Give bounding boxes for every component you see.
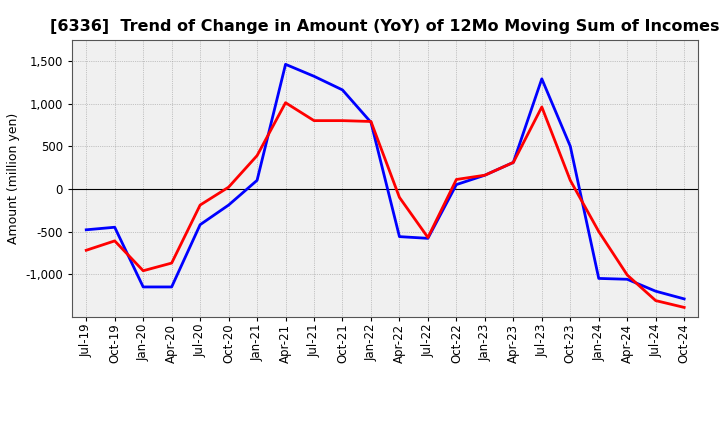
Ordinary Income bbox=[338, 87, 347, 92]
Net Income bbox=[395, 195, 404, 200]
Ordinary Income bbox=[566, 143, 575, 149]
Ordinary Income bbox=[139, 284, 148, 290]
Ordinary Income bbox=[253, 178, 261, 183]
Ordinary Income bbox=[282, 62, 290, 67]
Ordinary Income bbox=[110, 224, 119, 230]
Net Income bbox=[423, 235, 432, 240]
Net Income bbox=[310, 118, 318, 123]
Title: [6336]  Trend of Change in Amount (YoY) of 12Mo Moving Sum of Incomes: [6336] Trend of Change in Amount (YoY) o… bbox=[50, 19, 720, 34]
Net Income bbox=[595, 229, 603, 234]
Net Income bbox=[253, 153, 261, 158]
Ordinary Income bbox=[595, 276, 603, 281]
Ordinary Income bbox=[680, 296, 688, 301]
Net Income bbox=[537, 104, 546, 110]
Net Income bbox=[196, 202, 204, 208]
Ordinary Income bbox=[452, 182, 461, 187]
Line: Ordinary Income: Ordinary Income bbox=[86, 64, 684, 299]
Ordinary Income bbox=[652, 289, 660, 294]
Ordinary Income bbox=[509, 160, 518, 165]
Net Income bbox=[509, 160, 518, 165]
Net Income bbox=[452, 177, 461, 182]
Net Income bbox=[338, 118, 347, 123]
Ordinary Income bbox=[82, 227, 91, 232]
Line: Net Income: Net Income bbox=[86, 103, 684, 308]
Ordinary Income bbox=[366, 120, 375, 125]
Net Income bbox=[652, 298, 660, 303]
Net Income bbox=[82, 248, 91, 253]
Ordinary Income bbox=[196, 222, 204, 227]
Net Income bbox=[167, 260, 176, 266]
Net Income bbox=[366, 119, 375, 124]
Ordinary Income bbox=[537, 76, 546, 81]
Net Income bbox=[282, 100, 290, 105]
Ordinary Income bbox=[395, 234, 404, 239]
Net Income bbox=[110, 238, 119, 243]
Ordinary Income bbox=[623, 277, 631, 282]
Net Income bbox=[139, 268, 148, 273]
Net Income bbox=[680, 305, 688, 310]
Net Income bbox=[566, 178, 575, 183]
Ordinary Income bbox=[480, 172, 489, 178]
Ordinary Income bbox=[225, 202, 233, 208]
Ordinary Income bbox=[423, 236, 432, 241]
Y-axis label: Amount (million yen): Amount (million yen) bbox=[6, 113, 19, 244]
Ordinary Income bbox=[310, 73, 318, 79]
Net Income bbox=[480, 172, 489, 178]
Net Income bbox=[623, 272, 631, 278]
Net Income bbox=[225, 184, 233, 190]
Ordinary Income bbox=[167, 284, 176, 290]
